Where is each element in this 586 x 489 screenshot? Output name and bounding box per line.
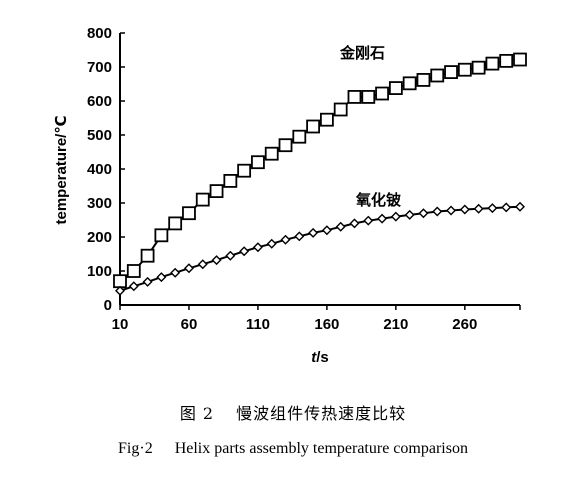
data-point: [444, 65, 458, 79]
series-layer: [113, 52, 527, 296]
data-point: [457, 62, 472, 77]
data-point: [335, 221, 346, 232]
data-point: [349, 218, 360, 229]
x-axis-label-symbol: t: [311, 349, 317, 366]
data-point: [432, 206, 443, 217]
data-point: [501, 202, 512, 213]
data-point: [113, 274, 127, 289]
data-point: [182, 206, 196, 221]
y-axis-ticks: 0 100 200 300 400 500 600 700 800: [87, 25, 125, 314]
data-point: [128, 281, 139, 292]
y-tick-label: 400: [87, 161, 112, 178]
data-point: [361, 90, 376, 104]
caption-en-title: Helix parts assembly temperature compari…: [174, 440, 468, 457]
data-point: [459, 204, 470, 215]
y-tick-label: 0: [104, 297, 112, 314]
y-axis-label: temperature/℃: [53, 115, 70, 224]
data-point: [430, 68, 445, 83]
series-beryllium-oxide: [115, 201, 525, 296]
data-point: [471, 60, 486, 75]
data-point: [266, 238, 277, 249]
x-tick-label: 160: [314, 316, 339, 333]
data-point: [211, 255, 222, 266]
series-line: [119, 58, 521, 283]
y-tick-label: 600: [87, 93, 112, 110]
x-axis-label-unit: /s: [316, 349, 329, 366]
data-point: [308, 227, 319, 238]
x-tick-label: 210: [383, 316, 408, 333]
data-point: [140, 248, 155, 263]
x-tick-label: 260: [452, 316, 477, 333]
data-point: [306, 119, 321, 134]
line-chart: 0 100 200 300 400 500 600 700 800 10 60 110 160 210 2…: [53, 25, 527, 366]
data-point: [319, 112, 334, 127]
series-label-beryllium-oxide: 氧化铍: [355, 191, 401, 209]
y-tick-label: 700: [87, 59, 112, 76]
y-tick-label: 500: [87, 127, 112, 144]
data-point: [377, 213, 388, 224]
data-point: [347, 90, 362, 104]
data-point: [499, 53, 514, 68]
caption-cn-title: 慢波组件传热速度比较: [236, 404, 407, 423]
data-point: [294, 231, 305, 242]
data-point: [513, 52, 527, 67]
data-point: [446, 205, 457, 216]
y-tick-label: 300: [87, 195, 112, 212]
data-point: [333, 102, 348, 117]
data-point: [195, 192, 210, 207]
data-point: [388, 81, 403, 95]
caption-cn-figure-number: 图 2: [179, 404, 215, 423]
series-label-diamond: 金刚石: [339, 44, 385, 62]
data-point: [252, 242, 263, 253]
data-point: [404, 209, 415, 220]
data-point: [170, 267, 181, 278]
y-tick-label: 100: [87, 263, 112, 280]
data-point: [154, 228, 169, 243]
caption-chinese: 图 2 慢波组件传热速度比较: [0, 400, 586, 424]
data-point: [363, 215, 374, 226]
data-point: [473, 203, 484, 214]
data-point: [156, 272, 167, 283]
series-diamond-material: [113, 52, 527, 289]
data-point: [292, 129, 307, 144]
data-point: [183, 263, 194, 274]
x-axis-ticks: 10 60 110 160 210 260: [112, 305, 521, 333]
x-axis-label: t/s: [311, 349, 329, 366]
caption-english: Fig·2 Helix parts assembly temperature co…: [0, 440, 586, 458]
data-point: [223, 173, 238, 188]
data-point: [485, 56, 500, 71]
data-point: [402, 76, 417, 91]
data-point: [280, 234, 291, 245]
data-point: [321, 225, 332, 236]
data-point: [418, 208, 429, 219]
data-point: [168, 216, 183, 231]
data-point: [197, 259, 208, 270]
y-tick-label: 800: [87, 25, 112, 42]
data-point: [239, 246, 250, 257]
data-point: [142, 276, 153, 287]
data-point: [264, 146, 279, 161]
data-point: [278, 138, 293, 153]
y-tick-label: 200: [87, 229, 112, 246]
data-point: [251, 155, 265, 170]
data-point: [375, 86, 389, 101]
caption-en-figure-number: Fig·2: [118, 440, 153, 457]
x-tick-label: 10: [112, 316, 129, 333]
data-point: [209, 184, 224, 199]
x-tick-label: 110: [246, 316, 270, 333]
data-point: [126, 264, 141, 278]
data-point: [487, 203, 498, 214]
data-point: [237, 163, 252, 178]
data-point: [225, 250, 236, 261]
data-point: [515, 201, 525, 212]
data-point: [416, 73, 431, 87]
x-tick-label: 60: [181, 316, 198, 333]
data-point: [115, 285, 125, 296]
data-point: [390, 211, 401, 222]
